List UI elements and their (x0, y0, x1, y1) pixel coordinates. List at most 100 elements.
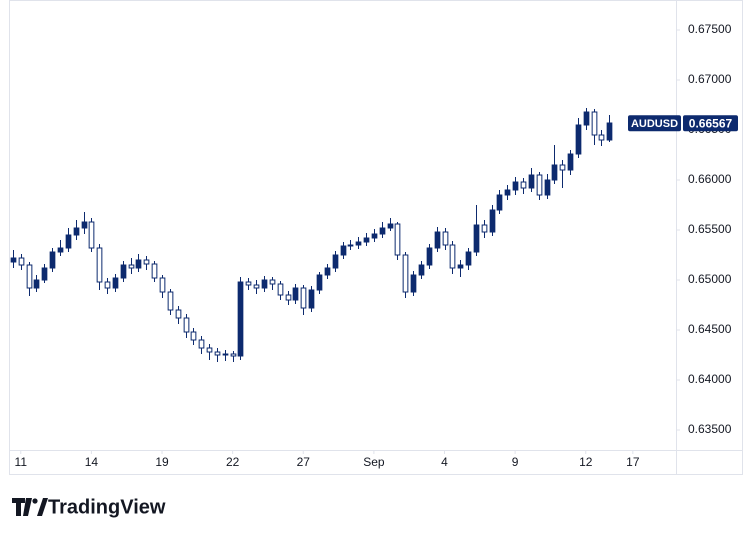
candle-body (559, 164, 566, 171)
candle-body (49, 251, 56, 269)
symbol-badge (628, 115, 681, 132)
candle-body (214, 351, 221, 356)
candle-body (512, 181, 519, 191)
candle-body (151, 263, 158, 279)
candle-body (332, 254, 339, 269)
candle-body (567, 153, 574, 171)
candle-body (324, 267, 331, 276)
x-tick-label: 22 (226, 455, 240, 469)
candle-body (418, 264, 425, 276)
y-tick-label: 0.64500 (688, 322, 732, 336)
candle-body (253, 284, 260, 289)
candle-body (465, 251, 472, 266)
candle-body (449, 244, 456, 269)
candle-body (81, 221, 88, 229)
y-tick-label: 0.65500 (688, 222, 732, 236)
last-price-badge (683, 115, 738, 132)
candle-body (496, 194, 503, 211)
y-tick-label: 0.66000 (688, 172, 732, 186)
candle-body (434, 231, 441, 249)
candle-body (426, 247, 433, 266)
candle-body (128, 264, 135, 269)
candle-body (481, 224, 488, 233)
candle-body (591, 111, 598, 136)
candle-body (292, 287, 299, 301)
x-tick-label: 14 (85, 455, 99, 469)
candle-body (598, 134, 605, 141)
candle-body (73, 227, 80, 236)
candle-body (175, 309, 182, 319)
candle-body (504, 189, 511, 196)
candle-body (355, 241, 362, 246)
candle-body (606, 122, 613, 141)
candle-body (18, 257, 25, 266)
y-tick-label: 0.65000 (688, 272, 732, 286)
candle-body (528, 174, 535, 189)
candle-body (347, 244, 354, 247)
x-tick-label: 11 (15, 455, 28, 469)
brand-name: TradingView (48, 496, 166, 518)
frame (9, 0, 743, 475)
candle-body (575, 124, 582, 155)
symbol-label: AUDUSD (631, 118, 678, 130)
candle-body (536, 174, 543, 196)
candle-body (371, 233, 378, 239)
candle-body (120, 264, 127, 279)
y-tick-label: 0.64000 (688, 372, 732, 386)
x-tick-label: 9 (512, 455, 519, 469)
x-tick-label: 19 (155, 455, 169, 469)
candle-body (88, 221, 95, 249)
candle-body (363, 237, 370, 243)
candle-body (10, 257, 17, 263)
candle-body (57, 247, 64, 253)
x-tick-label: Sep (363, 455, 385, 469)
candle-body (340, 245, 347, 256)
candle-body (135, 259, 142, 269)
candle-body (583, 111, 590, 126)
candle-body (65, 234, 72, 249)
candle-body (473, 224, 480, 253)
candle-body (143, 259, 150, 265)
candle-body (410, 274, 417, 293)
candle-body (190, 331, 197, 341)
candle-body (394, 223, 401, 256)
candle-body (183, 317, 190, 333)
logo-mark (37, 498, 48, 516)
candle-body (316, 274, 323, 291)
candle-body (167, 291, 174, 311)
candle-body (489, 209, 496, 233)
candle-body (245, 281, 252, 286)
candle-body (33, 279, 40, 289)
candle-body (551, 164, 558, 181)
candle-body (379, 227, 386, 235)
logo: TradingView (12, 496, 166, 518)
y-tick-label: 0.63500 (688, 422, 732, 436)
logo-mark (12, 498, 32, 516)
y-tick-label: 0.67500 (688, 22, 732, 36)
candle-body (269, 279, 276, 285)
x-tick-label: 12 (579, 455, 593, 469)
candle-body (206, 347, 213, 353)
candle-body (300, 287, 307, 309)
candle-body (442, 231, 449, 246)
candle-body (159, 277, 166, 293)
candle-body (520, 181, 527, 189)
candles (10, 108, 613, 362)
x-tick-label: 17 (626, 455, 640, 469)
candle-body (26, 264, 33, 289)
candle-body (230, 353, 237, 357)
x-tick-label: 4 (441, 455, 448, 469)
candle-body (308, 289, 315, 309)
candle-body (261, 279, 268, 289)
candle-body (237, 281, 244, 357)
logo-dot (32, 498, 38, 504)
candle-body (104, 281, 111, 289)
candle-body (387, 223, 394, 229)
candle-body (457, 264, 464, 269)
last-price-label: 0.66567 (689, 116, 733, 130)
candle-body (222, 353, 229, 356)
candle-body (277, 283, 284, 296)
candle-body (96, 247, 103, 283)
candle-body (402, 254, 409, 293)
